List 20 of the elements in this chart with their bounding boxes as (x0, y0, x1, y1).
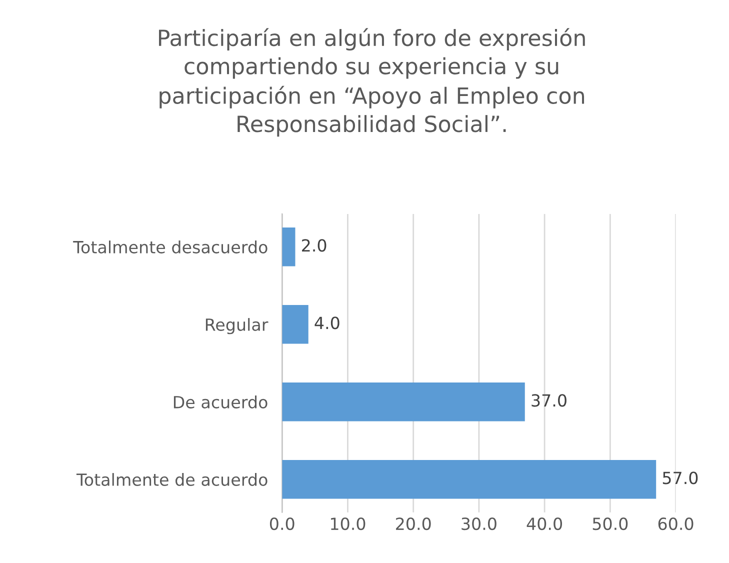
x-tick-label: 60.0 (658, 517, 694, 530)
x-tick-label: 40.0 (526, 517, 562, 530)
y-tick-label: Totalmente desacuerdo (73, 240, 268, 254)
bar (282, 305, 308, 344)
bar (282, 460, 656, 499)
y-tick-label: Regular (206, 318, 268, 334)
y-tick-label: De acuerdo (174, 396, 268, 408)
data-label: 57.0 (662, 472, 698, 484)
data-label: 37.0 (532, 394, 566, 407)
chart-title: Participaría en algún foro de expresión compartiendo su experiencia y su participación en “Apoyo al Empleo con Responsabilidad Social”. (159, 28, 585, 137)
x-tick-label: 20.0 (396, 517, 431, 530)
x-tick-label: 0.0 (270, 517, 294, 530)
x-tick-label: 50.0 (592, 517, 628, 530)
bar (282, 228, 296, 266)
x-tick-label: 30.0 (462, 517, 496, 530)
data-label: 4.0 (314, 316, 340, 330)
bar (282, 382, 525, 422)
data-label: 2.0 (302, 239, 326, 252)
y-tick-label: Totalmente de acuerdo (76, 473, 268, 486)
x-tick-label: 10.0 (331, 517, 366, 530)
